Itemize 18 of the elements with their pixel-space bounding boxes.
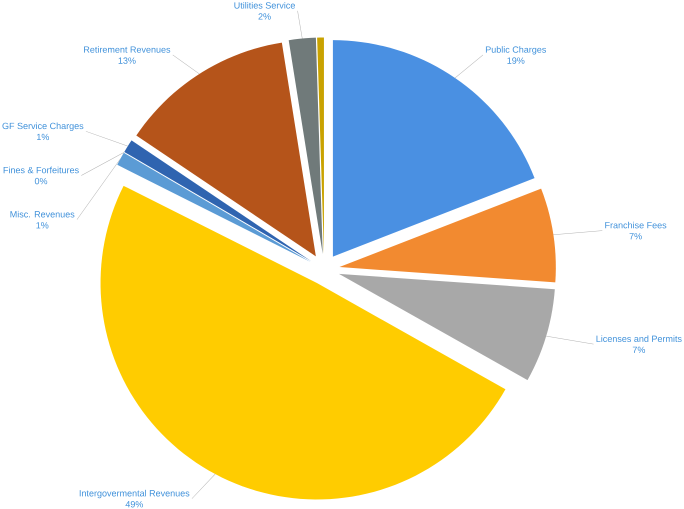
slice-label: GF Service Charges — [2, 122, 84, 131]
data-label: 49% — [126, 500, 144, 508]
category-label: Fines & Forfeitures — [4, 166, 79, 174]
data-label: 13% — [118, 57, 136, 64]
data-label: 1% — [36, 222, 48, 228]
slice-label: Franchise Fees — [605, 222, 666, 228]
slice-label: Retirement Revenues — [84, 46, 170, 53]
data-label: 1% — [37, 134, 50, 140]
slice-label: Utilities Service — [234, 2, 295, 8]
slice-label: Licenses and Permits — [596, 335, 682, 342]
data-label: 7% — [632, 346, 646, 353]
data-label: 7% — [630, 232, 642, 240]
slice-label: Public Charges — [486, 46, 546, 54]
text: 0% — [34, 178, 48, 184]
slice-label: Intergovermental Revenues — [80, 490, 190, 498]
data-label: 19% — [507, 57, 524, 64]
data-label: 2% — [258, 13, 271, 20]
slice-label: Misc. Revenues — [10, 210, 74, 218]
